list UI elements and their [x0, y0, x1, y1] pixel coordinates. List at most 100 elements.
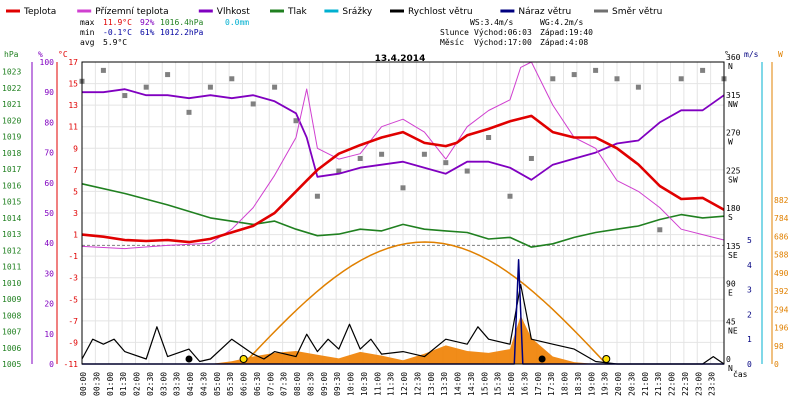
tick-label-time: 12:30 [413, 372, 422, 396]
wind-dir-point [464, 168, 470, 174]
tick-label-solar: 784 [774, 214, 789, 223]
tick-label-time: 06:00 [240, 372, 249, 396]
tick-label-time: 08:00 [293, 372, 302, 396]
tick-label-solar: 490 [774, 269, 789, 278]
tick-label-humidity: 90 [44, 88, 54, 97]
tick-label-solar: 98 [774, 342, 784, 351]
stats-block: max 11.9°C 92% 1016.4hPa 0.0mm min -0.1°… [80, 18, 593, 47]
tick-label-pressure: 1013 [2, 230, 21, 239]
wind-dir-point [165, 72, 171, 78]
tick-label-humidity: 40 [44, 239, 54, 248]
tick-label-temperature: -5 [68, 295, 78, 304]
tick-label-solar: 588 [774, 251, 789, 260]
wind-dir-point [100, 67, 106, 73]
wind-dir-point [421, 151, 427, 157]
stat-moon-label: Měsíc [440, 38, 464, 47]
tick-label-time: 09:00 [320, 372, 329, 396]
tick-label-pressure: 1022 [2, 84, 21, 93]
tick-label-time: 20:30 [627, 372, 636, 396]
tick-label-wind-dir-compass: S [728, 213, 733, 222]
tick-label-humidity: 70 [44, 149, 54, 158]
wind-dir-point [336, 168, 342, 174]
plot-frame [81, 61, 725, 365]
legend-label: Srážky [342, 7, 373, 17]
tick-label-wind-dir: 225 [726, 166, 741, 175]
tick-label-time: 11:30 [387, 372, 396, 396]
stat-ws: WS:3.4m/s [470, 18, 514, 27]
stat-max-rain: 0.0mm [225, 18, 249, 27]
tick-label-wind-dir-compass: NW [728, 100, 738, 109]
legend: Teplota Přízemní teplota Vlhkost Tlak Srážky… [6, 7, 662, 17]
tick-label-temperature: -7 [68, 317, 78, 326]
tick-label-wind-speed: 4 [747, 261, 752, 270]
tick-label-temperature: 3 [73, 209, 78, 218]
stat-max-label: max [80, 18, 95, 27]
chart-title: 13.4.2014 [375, 54, 426, 64]
tick-label-humidity: 60 [44, 179, 54, 188]
tick-label-time: 14:00 [454, 372, 463, 396]
wind-dir-point [314, 193, 320, 199]
tick-label-time: 01:30 [119, 372, 128, 396]
tick-label-pressure: 1014 [2, 214, 21, 223]
tick-label-pressure: 1008 [2, 311, 21, 320]
tick-label-time: 07:30 [280, 372, 289, 396]
tick-label-pressure: 1018 [2, 149, 21, 158]
legend-label: Tlak [287, 7, 308, 17]
tick-label-time: 21:00 [641, 372, 650, 396]
tick-label-solar: 196 [774, 324, 789, 333]
sunrise-marker [239, 355, 248, 363]
axes: 1005100610071008100910101011101210131014… [2, 53, 789, 396]
wind-dir-point [507, 193, 513, 199]
tick-label-time: 04:30 [199, 372, 208, 396]
tick-label-wind-dir: 45 [726, 317, 736, 326]
tick-label-wind-dir: 360 [726, 53, 741, 62]
wind-dir-point [593, 67, 599, 73]
tick-label-wind-speed: 0 [747, 360, 752, 369]
moonset-marker [185, 355, 193, 363]
tick-label-wind-dir-compass: NE [728, 326, 738, 335]
tick-label-time: 01:00 [106, 372, 115, 396]
tick-label-time: 07:00 [266, 372, 275, 396]
tick-label-time: 10:00 [347, 372, 356, 396]
tick-label-temperature: 15 [68, 80, 78, 89]
tick-label-wind-dir-compass: N [728, 364, 733, 373]
tick-label-humidity: 10 [44, 330, 54, 339]
tick-label-pressure: 1007 [2, 328, 21, 337]
tick-label-humidity: 100 [40, 58, 55, 67]
series-wind-speed [81, 284, 725, 365]
wind-dir-point [400, 185, 406, 191]
stat-wg: WG:4.2m/s [540, 18, 584, 27]
tick-label-wind-dir: 90 [726, 280, 736, 289]
sunset-marker [602, 355, 611, 363]
series-pressure [81, 183, 725, 248]
stat-max-hum: 92% [140, 18, 155, 27]
wind-dir-point [635, 84, 641, 90]
tick-label-pressure: 1019 [2, 133, 21, 142]
tick-label-time: 17:30 [547, 372, 556, 396]
wind-dir-point [250, 101, 256, 107]
tick-label-temperature: 17 [68, 58, 78, 67]
wind-dir-point [229, 76, 235, 82]
legend-label: Směr větru [612, 7, 662, 17]
tick-label-temperature: 5 [73, 187, 78, 196]
tick-label-solar: 392 [774, 287, 789, 296]
series-temperature [81, 114, 725, 244]
wind-dir-point [357, 155, 363, 161]
tick-label-humidity: 80 [44, 118, 54, 127]
legend-label: Rychlost větru [408, 7, 473, 17]
tick-label-time: 23:30 [708, 372, 717, 396]
sun-path [243, 241, 607, 365]
series-humidity [82, 88, 725, 181]
stat-avg-label: avg [80, 38, 95, 47]
stat-min-press: 1012.2hPa [160, 28, 204, 37]
tick-label-time: 19:30 [601, 372, 610, 396]
tick-label-time: 02:00 [133, 372, 142, 396]
stat-sun-set: Západ:19:40 [540, 28, 593, 37]
tick-label-time: 22:30 [681, 372, 690, 396]
legend-label: Přízemní teplota [95, 7, 168, 17]
tick-label-temperature: -9 [68, 338, 78, 347]
unit-hpa: hPa [4, 50, 19, 59]
tick-label-temperature: 13 [68, 101, 78, 110]
legend-label: Vlhkost [217, 7, 250, 17]
